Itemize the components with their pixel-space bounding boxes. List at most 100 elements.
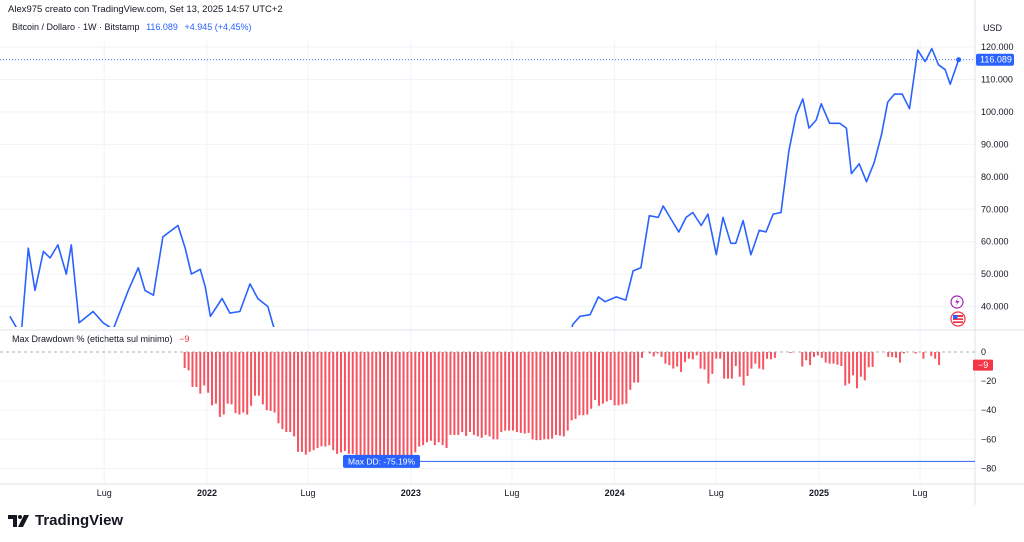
drawdown-bar	[355, 352, 358, 456]
drawdown-bar	[859, 352, 862, 377]
price-tick-label: 40.000	[981, 302, 1009, 312]
drawdown-bar	[351, 352, 354, 454]
drawdown-bar	[852, 352, 855, 376]
drawdown-bar	[308, 352, 311, 452]
drawdown-bar	[449, 352, 452, 435]
drawdown-bar	[222, 352, 225, 415]
drawdown-bar	[484, 352, 487, 435]
drawdown-bar	[715, 352, 718, 359]
price-tick-label: 50.000	[981, 269, 1009, 279]
lightning-icon[interactable]	[950, 295, 964, 309]
tradingview-logo-icon	[8, 514, 29, 527]
drawdown-bar	[934, 352, 937, 359]
drawdown-bar	[738, 352, 741, 377]
drawdown-bar	[285, 352, 288, 433]
max-dd-label: Max DD: -75.19%	[343, 454, 420, 468]
drawdown-bar	[809, 352, 812, 366]
drawdown-bar	[582, 352, 585, 416]
drawdown-bar	[414, 352, 417, 453]
drawdown-bar	[680, 352, 683, 372]
drawdown-bar	[476, 352, 479, 437]
price-tick-label: 80.000	[981, 172, 1009, 182]
drawdown-bar	[465, 352, 468, 436]
drawdown-bar	[938, 352, 941, 366]
last-price: 116.089	[146, 22, 178, 32]
drawdown-bar	[500, 352, 503, 433]
price-tick-label: 60.000	[981, 237, 1009, 247]
time-tick-label: 2023	[401, 488, 421, 498]
drawdown-bar	[590, 352, 593, 409]
drawdown-bar	[601, 352, 604, 404]
drawdown-bar	[605, 352, 608, 402]
drawdown-bar	[742, 352, 745, 386]
time-tick-label: Lug	[97, 488, 112, 498]
drawdown-bar	[652, 352, 655, 357]
drawdown-tick-label: 0	[981, 347, 986, 357]
drawdown-bar	[250, 352, 253, 406]
drawdown-bar	[855, 352, 858, 389]
drawdown-bar	[758, 352, 761, 369]
drawdown-bar	[336, 352, 339, 454]
price-tick-label: 90.000	[981, 139, 1009, 149]
drawdown-bar	[633, 352, 636, 383]
drawdown-bar	[812, 352, 815, 357]
drawdown-bar	[406, 352, 409, 456]
drawdown-bar	[871, 352, 874, 367]
drawdown-bar	[863, 352, 866, 381]
drawdown-bar	[320, 352, 323, 447]
drawdown-bar	[699, 352, 702, 369]
indicator-legend[interactable]: Max Drawdown % (etichetta sul minimo) −9	[12, 334, 189, 344]
drawdown-bar	[234, 352, 237, 414]
drawdown-bar	[586, 352, 589, 415]
drawdown-bar	[230, 352, 233, 405]
drawdown-bar	[375, 352, 378, 460]
time-tick-label: Lug	[504, 488, 519, 498]
drawdown-bar	[789, 352, 792, 354]
drawdown-bar	[418, 352, 421, 447]
drawdown-bar	[508, 352, 511, 431]
drawdown-bar	[672, 352, 675, 369]
drawdown-bar	[754, 352, 757, 364]
drawdown-bar	[472, 352, 475, 435]
drawdown-bar	[257, 352, 260, 396]
time-tick-label: 2024	[605, 488, 625, 498]
drawdown-bar	[664, 352, 667, 364]
drawdown-bar	[214, 352, 217, 404]
drawdown-bar	[324, 352, 327, 447]
drawdown-bar	[304, 352, 307, 455]
us-flag-icon[interactable]	[950, 311, 966, 327]
drawdown-bar	[676, 352, 679, 367]
drawdown-tick-label: −60	[981, 434, 996, 444]
drawdown-bar	[828, 352, 831, 364]
drawdown-bar	[226, 352, 229, 404]
drawdown-bar	[312, 352, 315, 451]
currency-label: USD	[983, 23, 1003, 33]
drawdown-bar	[410, 352, 413, 456]
drawdown-bar	[488, 352, 491, 437]
indicator-title: Max Drawdown % (etichetta sul minimo)	[12, 334, 173, 344]
drawdown-bar	[504, 352, 507, 431]
drawdown-bar	[769, 352, 772, 360]
drawdown-bar	[895, 352, 898, 358]
drawdown-axis[interactable]: 0 −20 −40 −60 −80	[981, 347, 996, 473]
tradingview-logo[interactable]: TradingView	[8, 512, 123, 529]
chart-credit: Alex975 creato con TradingView.com, Set …	[8, 4, 283, 15]
drawdown-bar	[711, 352, 714, 374]
drawdown-bar	[840, 352, 843, 366]
chart-canvas[interactable]: Max DD: -75.19% USD 120.000 110.000 100.00…	[0, 0, 1024, 505]
drawdown-bar	[402, 352, 405, 456]
drawdown-bar	[199, 352, 202, 394]
price-axis[interactable]: 120.000 110.000 100.000 90.000 80.000 70.000 6…	[981, 42, 1014, 312]
time-axis[interactable]: Lug 2022 Lug 2023 Lug 2024 Lug 2025 Lug	[97, 488, 928, 498]
symbol-legend[interactable]: Bitcoin / Dollaro · 1W · Bitstamp 116.08…	[12, 22, 252, 32]
drawdown-bar	[426, 352, 429, 443]
drawdown-tick-label: −80	[981, 463, 996, 473]
drawdown-bar	[898, 352, 901, 363]
drawdown-bars	[183, 352, 941, 462]
drawdown-bar	[363, 352, 366, 457]
drawdown-bar	[914, 352, 917, 354]
drawdown-bar	[820, 352, 823, 358]
drawdown-bar	[695, 352, 698, 356]
drawdown-bar	[254, 352, 257, 396]
drawdown-bar	[531, 352, 534, 440]
